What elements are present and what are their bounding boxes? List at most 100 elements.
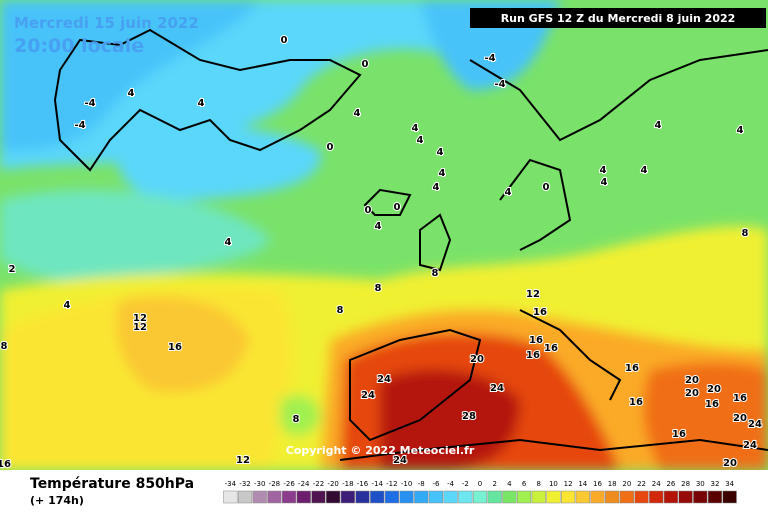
contour-label: 16 (526, 350, 540, 361)
legend-label: 6 (522, 480, 527, 488)
contour-label: 16 (705, 399, 719, 410)
contour-label: 4 (417, 135, 424, 146)
legend-label: 32 (711, 480, 720, 488)
forecast-date: Mercredi 15 juin 2022 (14, 14, 199, 32)
legend-label: 0 (478, 480, 482, 488)
legend-swatch (443, 490, 458, 504)
legend-swatch (546, 490, 561, 504)
legend-swatch (340, 490, 355, 504)
contour-label: 2 (9, 264, 16, 275)
legend-swatch (252, 490, 267, 504)
legend-label: -18 (342, 480, 353, 488)
legend-swatch (707, 490, 723, 504)
contour-label: 0 (365, 205, 372, 216)
legend-label: -6 (432, 480, 440, 488)
legend-swatch (678, 490, 693, 504)
contour-label: 4 (354, 108, 361, 119)
legend-swatch (267, 490, 282, 504)
zone-colder (0, 0, 260, 150)
legend-swatch (311, 490, 326, 504)
legend-swatch (590, 490, 605, 504)
legend-swatch (619, 490, 634, 504)
contour-label: -4 (484, 53, 495, 64)
legend-swatch (326, 490, 341, 504)
contour-label: -4 (494, 79, 505, 90)
legend-label: 34 (725, 480, 734, 488)
zone-hot-east (643, 362, 768, 470)
contour-label: 4 (505, 187, 512, 198)
run-info: Run GFS 12 Z du Mercredi 8 juin 2022 (501, 12, 736, 25)
contour-label: 12 (236, 455, 250, 466)
legend-swatch (414, 490, 429, 504)
zone-cool-patch (280, 395, 320, 436)
contour-label: 4 (433, 182, 440, 193)
contour-label: -4 (84, 98, 95, 109)
legend-label: 22 (637, 480, 646, 488)
coast-iberia (349, 328, 482, 442)
contour-label: 16 (529, 335, 543, 346)
legend-label: 28 (681, 480, 690, 488)
contour-label: 20 (685, 375, 699, 386)
contour-label: 16 (168, 342, 182, 353)
contour-label: 4 (375, 221, 382, 232)
legend-swatch (237, 490, 253, 504)
legend-swatch (516, 490, 532, 504)
legend-swatch (693, 490, 708, 504)
legend-label: -16 (357, 480, 369, 488)
coast-scandinavia (499, 158, 572, 251)
legend-swatch (502, 490, 517, 504)
coastlines (53, 28, 768, 461)
contour-label: 4 (439, 168, 446, 179)
legend-label: -34 (225, 480, 237, 488)
legend-label: 16 (593, 480, 602, 488)
contour-label: 0 (543, 182, 550, 193)
footer-title: Température 850hPa (30, 476, 194, 492)
contour-label: 24 (361, 390, 375, 401)
legend-swatch (531, 490, 546, 504)
legend-label: 14 (578, 480, 587, 488)
legend-label: 20 (622, 480, 631, 488)
legend-swatch (458, 490, 473, 504)
contour-label: 24 (490, 383, 504, 394)
contour-label: 16 (629, 397, 643, 408)
legend-label: -8 (418, 480, 425, 488)
legend-label: 8 (537, 480, 541, 488)
contour-label: 20 (685, 388, 699, 399)
legend-label: -30 (254, 480, 265, 488)
contour-label: 4 (225, 237, 232, 248)
legend-label: -26 (283, 480, 295, 488)
legend-swatch (428, 490, 444, 504)
zone-hottest (380, 369, 520, 470)
contour-label: 16 (544, 343, 558, 354)
contour-label: 8 (742, 228, 749, 239)
contour-label: 16 (0, 459, 11, 470)
footer-lead: (+ 174h) (30, 494, 84, 507)
contour-label: 4 (64, 300, 71, 311)
legend-swatch (487, 490, 502, 504)
coast-britain (419, 213, 452, 272)
legend-swatch (561, 490, 576, 504)
legend-swatch (663, 490, 679, 504)
run-box (470, 8, 766, 28)
legend-label: -32 (239, 480, 250, 488)
legend-swatch (605, 490, 620, 504)
contour-label: 24 (393, 455, 407, 466)
contour-label: 4 (412, 123, 419, 134)
coast-africa (339, 438, 768, 461)
contour-label: 0 (394, 202, 401, 213)
contour-label: 16 (733, 393, 747, 404)
legend: -34 -32 -30 -28 -26 -24 -22 -20 -18 -16 -14 -12 -10-… (223, 480, 737, 504)
legend-label: 30 (696, 480, 705, 488)
coast-italy (519, 309, 622, 401)
contour-label: 16 (672, 429, 686, 440)
legend-swatch (370, 490, 385, 504)
contour-label: 0 (362, 59, 369, 70)
contour-label: 24 (743, 440, 757, 451)
contour-label: 4 (128, 88, 135, 99)
contour-label: 8 (1, 341, 8, 352)
contour-label: -4 (74, 120, 85, 131)
contour-label: 8 (432, 268, 439, 279)
coast-iceland (363, 188, 412, 216)
coast-north (469, 49, 768, 142)
